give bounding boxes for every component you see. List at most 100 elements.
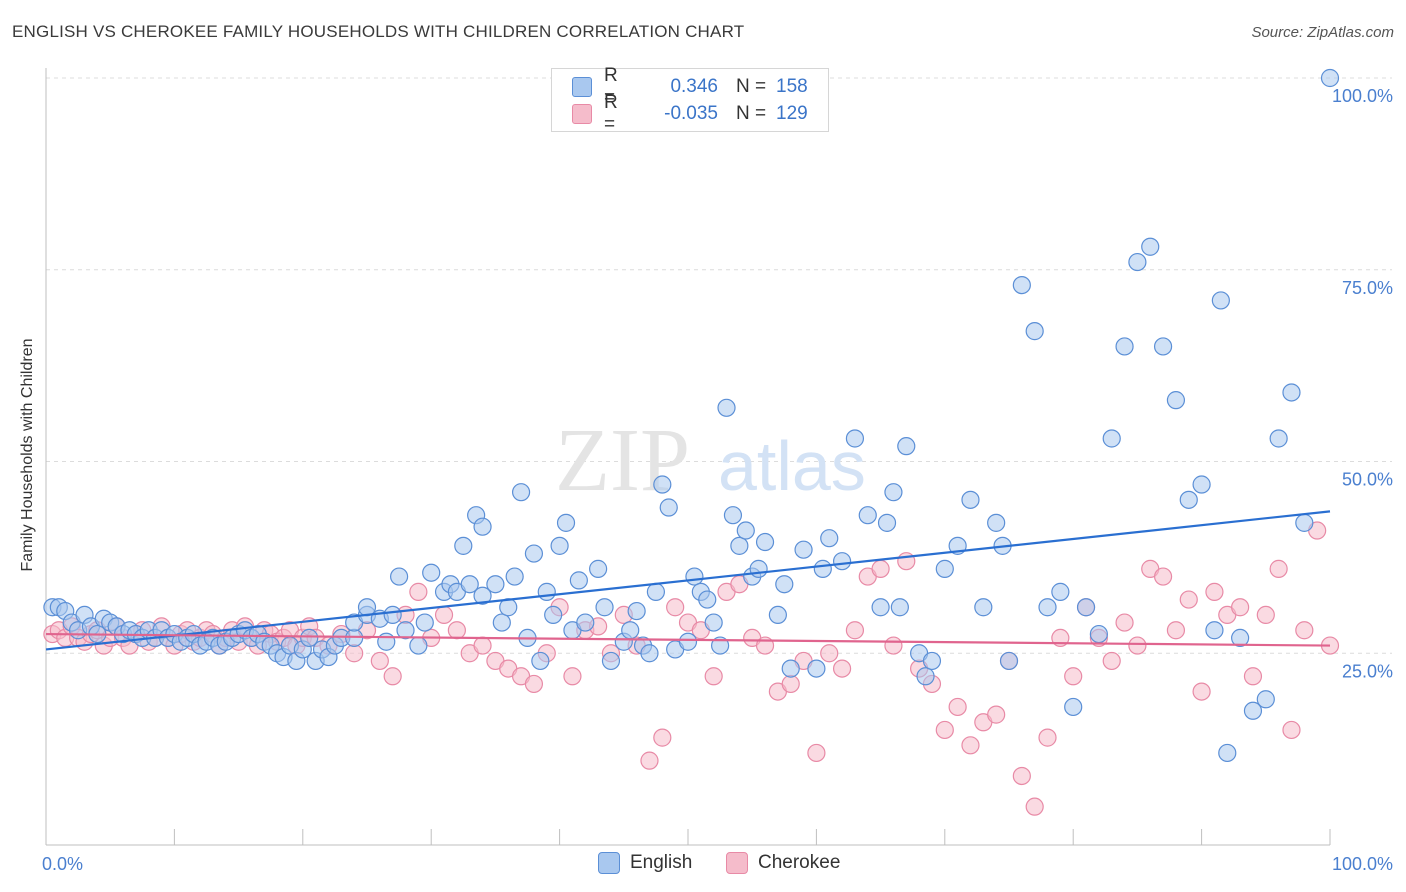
english-point	[1205, 621, 1224, 640]
english-point	[723, 506, 743, 525]
watermark-zip: ZIP	[555, 411, 690, 510]
english-point	[569, 571, 588, 590]
english-point	[646, 582, 666, 601]
english-point	[877, 513, 897, 532]
cherokee-n-label: N =	[736, 103, 767, 124]
english-point	[730, 536, 749, 555]
cherokee-point	[1269, 559, 1288, 578]
legend-english-label: English	[630, 852, 693, 873]
english-point	[640, 644, 659, 663]
english-point	[511, 483, 531, 502]
y-tick-label: 75.0%	[1342, 278, 1393, 298]
english-point	[1076, 598, 1096, 617]
legend-cherokee-swatch	[726, 852, 748, 874]
english-trend-line	[45, 510, 1331, 651]
cherokee-point	[563, 667, 582, 686]
cherokee-point	[820, 644, 839, 663]
trend-lines	[45, 510, 1331, 651]
english-point	[704, 613, 723, 632]
legend: English Cherokee	[0, 852, 1406, 878]
cherokee-r-label: R =	[604, 92, 618, 135]
english-point	[1282, 383, 1301, 402]
english-point	[935, 559, 954, 578]
english-point	[1051, 582, 1070, 601]
cherokee-point	[473, 636, 492, 655]
cherokee-point	[884, 636, 903, 655]
cherokee-trend-line	[45, 632, 1331, 647]
english-point	[396, 621, 415, 640]
english-point	[377, 632, 396, 651]
english-point	[820, 529, 839, 548]
cherokee-point	[1282, 720, 1301, 740]
english-point	[1320, 68, 1340, 88]
english-point	[1192, 475, 1211, 494]
english-point	[1218, 743, 1237, 763]
y-tick-labels: 25.0% 50.0% 75.0% 100.0%	[1332, 86, 1393, 681]
english-point	[890, 598, 909, 617]
english-n-label: N =	[736, 76, 767, 97]
english-point	[987, 513, 1006, 532]
english-point	[832, 552, 852, 571]
english-point	[1295, 513, 1314, 532]
cherokee-point	[653, 728, 672, 747]
cherokee-point	[1243, 667, 1263, 686]
english-point	[544, 605, 563, 625]
english-point	[390, 567, 409, 586]
english-point	[627, 601, 646, 621]
english-point	[922, 651, 942, 671]
cherokee-point	[1192, 682, 1211, 701]
english-point	[1269, 429, 1288, 448]
english-point	[794, 540, 813, 559]
english-point	[1115, 337, 1134, 356]
english-point	[1179, 490, 1198, 509]
english-point	[961, 490, 980, 509]
english-point	[486, 575, 505, 594]
legend-item-english[interactable]: English	[598, 852, 692, 874]
cherokee-points	[43, 521, 1340, 816]
cherokee-point	[370, 651, 389, 671]
english-point	[685, 567, 704, 586]
english-point	[589, 559, 608, 578]
english-point	[300, 628, 319, 648]
cherokee-point	[383, 667, 402, 686]
y-axis-label: Family Households with Children	[19, 338, 36, 572]
english-point	[678, 632, 698, 651]
cherokee-point	[434, 605, 454, 625]
english-point	[531, 651, 550, 671]
english-point	[601, 651, 621, 671]
cherokee-point	[871, 559, 890, 578]
cherokee-n-value: 129	[776, 103, 808, 124]
english-point	[473, 586, 492, 605]
english-point	[768, 605, 787, 625]
english-point	[1211, 291, 1230, 310]
cherokee-point	[1115, 613, 1134, 632]
english-point	[454, 536, 473, 555]
cherokee-r-value: -0.035	[664, 103, 718, 124]
english-point	[473, 517, 492, 536]
cherokee-point	[409, 582, 428, 601]
stats-box: R = 0.346 N = 158 R = -0.035 N = 129	[551, 65, 829, 135]
cherokee-point	[1295, 621, 1314, 640]
english-point	[1064, 697, 1083, 717]
english-point	[710, 636, 730, 655]
cherokee-swatch	[572, 104, 592, 124]
english-point	[621, 621, 640, 640]
english-point	[1025, 322, 1044, 341]
legend-item-cherokee[interactable]: Cherokee	[726, 852, 840, 874]
english-point	[813, 559, 832, 578]
cherokee-point	[781, 674, 800, 694]
english-point	[845, 429, 865, 448]
english-point	[1128, 252, 1147, 272]
english-point	[807, 659, 826, 678]
cherokee-point	[1166, 621, 1186, 640]
english-point	[1166, 391, 1186, 410]
grid	[46, 77, 1392, 654]
english-point	[505, 567, 524, 586]
english-point	[1012, 275, 1031, 295]
english-point	[717, 398, 736, 417]
chart-title: ENGLISH VS CHEROKEE FAMILY HOUSEHOLDS WI…	[12, 22, 745, 41]
english-point	[415, 613, 434, 632]
cherokee-point	[935, 720, 954, 740]
english-point	[999, 651, 1019, 671]
cherokee-point	[1128, 636, 1147, 655]
